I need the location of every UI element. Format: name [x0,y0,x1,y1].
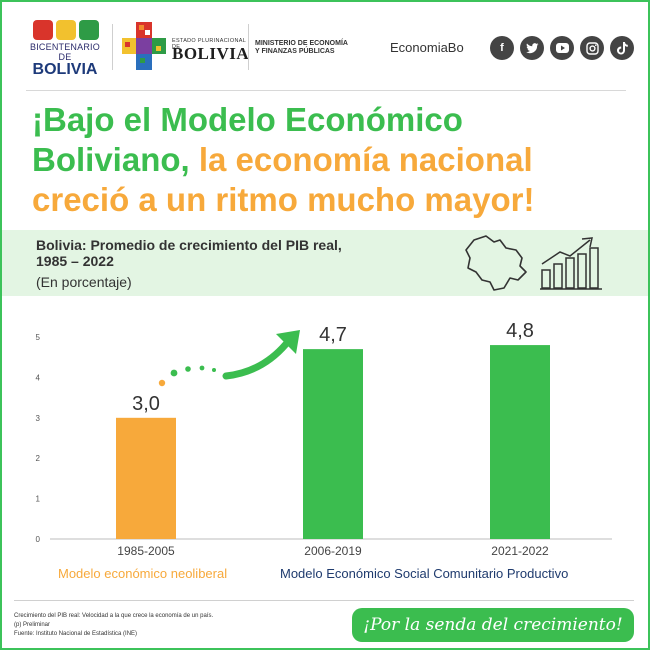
y-tick-label: 3 [36,414,41,423]
chart-title: Bolivia: Promedio de crecimiento del PIB… [36,237,416,269]
value-labels: 3,0 4,7 4,8 [132,320,534,415]
footnote-preliminar: (p) Preliminar [14,622,51,628]
chart-title-line2: 1985 – 2022 [36,253,114,269]
ministerio-label: MINISTERIO DE ECONOMÍA Y FINANZAS PÚBLIC… [255,40,348,56]
arrow-dot [199,365,205,371]
footnote-definition: Crecimiento del PIB real: Velocidad a la… [14,613,214,619]
chart-title-line1: Bolivia: Promedio de crecimiento del PIB… [36,237,342,253]
bars [116,345,550,539]
bar-1985-2005 [116,417,176,539]
headline-line3: creció a un ritmo mucho mayor! [32,180,632,220]
headline: ¡Bajo el Modelo Económico Boliviano, la … [32,100,632,220]
footnote-source: Fuente: Instituto Nacional de Estadístic… [14,631,138,637]
ministerio-line1: MINISTERIO DE ECONOMÍA [255,40,348,47]
bar-2021-2022 [490,345,550,539]
bicentenario-emblem [28,20,104,40]
x-axis-labels: 1985-2005 2006-2019 2021-2022 [117,544,549,558]
y-tick-label: 4 [36,373,41,382]
footer-separator [14,600,634,601]
headline-green-text: Boliviano, [32,141,190,178]
x-category-label: 2006-2019 [304,544,362,558]
facebook-icon[interactable]: f [490,36,514,60]
header-divider [112,24,113,70]
estado-logo: ESTADO PLURINACIONAL DE BOLIVIA [122,22,252,74]
header: BICENTENARIO DE BOLIVIA ESTADO PLURINACI… [26,18,634,78]
headline-line1: ¡Bajo el Modelo Económico [32,100,632,140]
bar-value-label: 4,7 [319,324,347,346]
bolivia-map-icon [465,235,527,291]
instagram-icon[interactable] [580,36,604,60]
slogan-banner: ¡Por la senda del crecimiento! [352,608,634,642]
bicentenario-country: BOLIVIA [32,61,98,78]
header-divider [248,24,249,70]
headline-green-text: ¡Bajo el Modelo Económico [32,101,463,138]
social-links: f [490,36,634,60]
header-separator [26,90,626,91]
wiphala-emblem-icon [122,22,166,70]
y-tick-label: 5 [36,333,41,342]
arrow-shaft [222,340,290,380]
arrow-dot [185,366,191,372]
twitter-icon[interactable] [520,36,544,60]
category-subtitle-neoliberal: Modelo económico neoliberal [58,566,228,581]
y-tick-label: 1 [36,495,41,504]
x-category-label: 2021-2022 [491,544,549,558]
x-category-label: 1985-2005 [117,544,175,558]
youtube-icon[interactable] [550,36,574,60]
growth-arrow [158,330,300,387]
headline-line2: Boliviano, la economía nacional [32,140,632,180]
estado-small-label: ESTADO PLURINACIONAL DE [172,38,246,50]
bar-value-label: 3,0 [132,393,160,415]
y-tick-label: 0 [36,535,41,544]
category-subtitle-social-comunitario: Modelo Económico Social Comunitario Prod… [280,566,569,581]
arrow-dot [170,369,178,377]
bar-value-label: 4,8 [506,320,534,342]
headline-orange-text: la economía nacional [189,141,533,178]
chart-title-band: Bolivia: Promedio de crecimiento del PIB… [2,230,648,296]
bar-2006-2019 [303,349,363,539]
headline-orange-text: creció a un ritmo mucho mayor! [32,181,535,218]
bicentenario-logo: BICENTENARIO DE BOLIVIA [26,20,104,78]
chart-unit: (En porcentaje) [36,274,132,290]
footnotes: Crecimiento del PIB real: Velocidad a la… [14,612,213,639]
arrow-head-icon [276,330,300,354]
tiktok-icon[interactable] [610,36,634,60]
arrow-dot [212,368,216,372]
estado-big-label: BOLIVIA [172,44,250,63]
arrow-dot [158,379,166,387]
bar-chart: 0 1 2 3 4 5 3,0 4,7 4,8 1985-2005 2006-2019 2021-… [36,320,612,558]
y-tick-label: 2 [36,454,41,463]
social-handle[interactable]: EconomiaBo [390,40,464,55]
ministerio-line2: Y FINANZAS PÚBLICAS [255,48,335,55]
bicentenario-label: BICENTENARIO DE [30,42,100,62]
growth-chart-icon [540,237,602,290]
